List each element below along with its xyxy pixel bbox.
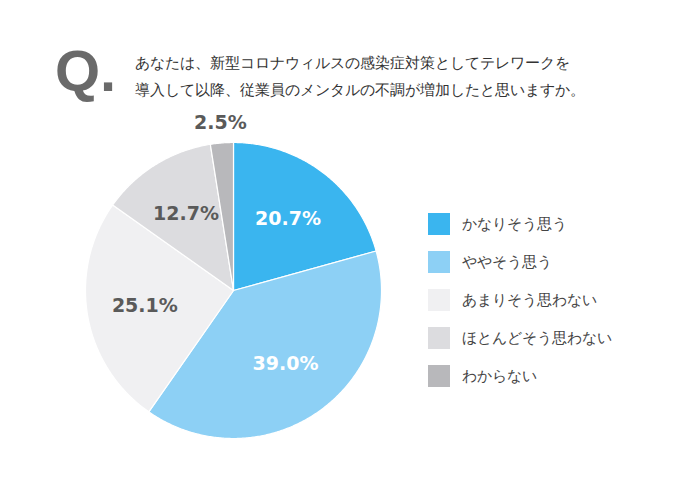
svg-text:2.5%: 2.5% — [194, 111, 247, 133]
svg-text:39.0%: 39.0% — [253, 352, 319, 374]
svg-text:12.7%: 12.7% — [153, 202, 219, 224]
svg-text:25.1%: 25.1% — [112, 294, 178, 316]
html-text:かなりそう思う: かなりそう思う — [462, 214, 567, 233]
html-text:ややそう思う: ややそう思う — [462, 252, 552, 271]
html-text:Q.: Q. — [55, 38, 117, 103]
html-text:あまりそう思わない: あまりそう思わない — [462, 290, 597, 309]
html-text:ほとんどそう思わない: ほとんどそう思わない — [462, 328, 612, 347]
svg-text:20.7%: 20.7% — [255, 207, 321, 229]
html-text:わからない: わからない — [462, 366, 537, 385]
html-text:あなたは、新型コロナウィルスの感染症対策としてテレワークを: あなたは、新型コロナウィルスの感染症対策としてテレワークを 導入して以降、従業員… — [135, 54, 585, 99]
